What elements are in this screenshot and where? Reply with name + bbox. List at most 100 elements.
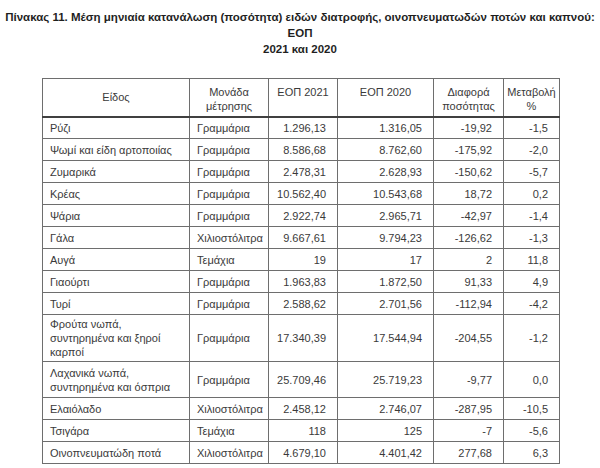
cell-unit: Τεμάχια bbox=[190, 420, 269, 442]
table-row: Γιαούρτι Γραμμάρια 1.963,83 1.872,50 91,… bbox=[43, 271, 560, 293]
cell-eop2021: 1.296,13 bbox=[269, 117, 338, 139]
cell-unit: Γραμμάρια bbox=[190, 315, 269, 362]
document-title-line1: Πίνακας 11. Μέση μηνιαία κατανάλωση (ποσ… bbox=[0, 9, 600, 41]
cell-change: -5,6 bbox=[504, 420, 560, 442]
cell-unit: Γραμμάρια bbox=[190, 183, 269, 205]
cell-eop2021: 10.562,40 bbox=[269, 183, 338, 205]
cell-unit: Γραμμάρια bbox=[190, 161, 269, 183]
cell-unit: Γραμμάρια bbox=[190, 293, 269, 315]
cell-item-name: Ελαιόλαδο bbox=[43, 398, 190, 420]
cell-change: -1,3 bbox=[504, 227, 560, 249]
cell-item-name: Ψάρια bbox=[43, 205, 190, 227]
cell-eop2020: 8.762,60 bbox=[338, 139, 434, 161]
table-row: Ζυμαρικά Γραμμάρια 2.478,31 2.628,93 -15… bbox=[43, 161, 560, 183]
cell-eop2020: 2.965,71 bbox=[338, 205, 434, 227]
cell-diff: 18,72 bbox=[434, 183, 504, 205]
cell-item-name: Τσιγάρα bbox=[43, 420, 190, 442]
cell-item-name: Ζυμαρικά bbox=[43, 161, 190, 183]
cell-change: 0,0 bbox=[504, 362, 560, 398]
document-title: Πίνακας 11. Μέση μηνιαία κατανάλωση (ποσ… bbox=[0, 0, 600, 57]
cell-eop2021: 2.478,31 bbox=[269, 161, 338, 183]
col-header-eop2021: ΕΟΠ 2021 bbox=[269, 79, 338, 117]
cell-diff: -204,55 bbox=[434, 315, 504, 362]
cell-eop2020: 17 bbox=[338, 249, 434, 271]
cell-change: 11,8 bbox=[504, 249, 560, 271]
col-header-eop2020: ΕΟΠ 2020 bbox=[338, 79, 434, 117]
cell-change: -5,7 bbox=[504, 161, 560, 183]
cell-eop2021: 25.709,46 bbox=[269, 362, 338, 398]
consumption-table: Είδος Μονάδα μέτρησης ΕΟΠ 2021 ΕΟΠ 2020 … bbox=[42, 78, 560, 464]
cell-change: -10,5 bbox=[504, 398, 560, 420]
cell-item-name: Αυγά bbox=[43, 249, 190, 271]
cell-eop2021: 1.963,83 bbox=[269, 271, 338, 293]
cell-unit: Γραμμάρια bbox=[190, 362, 269, 398]
cell-item-name: Γιαούρτι bbox=[43, 271, 190, 293]
cell-unit: Γραμμάρια bbox=[190, 205, 269, 227]
cell-eop2021: 19 bbox=[269, 249, 338, 271]
cell-diff: 91,33 bbox=[434, 271, 504, 293]
table-row: Ελαιόλαδο Χιλιοστόλιτρα 2.458,12 2.746,0… bbox=[43, 398, 560, 420]
cell-item-name: Φρούτα νωπά, συντηρημένα και ξηροί καρπο… bbox=[43, 315, 190, 362]
cell-diff: -150,62 bbox=[434, 161, 504, 183]
cell-change: -4,2 bbox=[504, 293, 560, 315]
cell-unit: Τεμάχια bbox=[190, 249, 269, 271]
cell-change: 6,3 bbox=[504, 442, 560, 464]
cell-eop2020: 1.872,50 bbox=[338, 271, 434, 293]
cell-change: -1,5 bbox=[504, 117, 560, 139]
cell-unit: Χιλιοστόλιτρα bbox=[190, 227, 269, 249]
table-row: Φρούτα νωπά, συντηρημένα και ξηροί καρπο… bbox=[43, 315, 560, 362]
cell-unit: Γραμμάρια bbox=[190, 117, 269, 139]
table-body: Ρύζι Γραμμάρια 1.296,13 1.316,05 -19,92 … bbox=[43, 117, 560, 464]
cell-unit: Γραμμάρια bbox=[190, 139, 269, 161]
table-header: Είδος Μονάδα μέτρησης ΕΟΠ 2021 ΕΟΠ 2020 … bbox=[43, 79, 560, 117]
cell-eop2020: 125 bbox=[338, 420, 434, 442]
table-row: Οινοπνευματώδη ποτά Χιλιοστόλιτρα 4.679,… bbox=[43, 442, 560, 464]
cell-change: 4,9 bbox=[504, 271, 560, 293]
cell-eop2021: 9.667,61 bbox=[269, 227, 338, 249]
cell-diff: -9,77 bbox=[434, 362, 504, 398]
cell-eop2020: 10.543,68 bbox=[338, 183, 434, 205]
table-header-row: Είδος Μονάδα μέτρησης ΕΟΠ 2021 ΕΟΠ 2020 … bbox=[43, 79, 560, 117]
cell-item-name: Κρέας bbox=[43, 183, 190, 205]
cell-eop2021: 17.340,39 bbox=[269, 315, 338, 362]
table-row: Ρύζι Γραμμάρια 1.296,13 1.316,05 -19,92 … bbox=[43, 117, 560, 139]
col-header-change: Μεταβολή % bbox=[504, 79, 560, 117]
cell-unit: Γραμμάρια bbox=[190, 271, 269, 293]
cell-diff: -7 bbox=[434, 420, 504, 442]
cell-eop2021: 2.922,74 bbox=[269, 205, 338, 227]
cell-item-name: Λαχανικά νωπά, συντηρημένα και όσπρια bbox=[43, 362, 190, 398]
cell-eop2020: 2.701,56 bbox=[338, 293, 434, 315]
cell-eop2020: 4.401,42 bbox=[338, 442, 434, 464]
cell-unit: Χιλιοστόλιτρα bbox=[190, 442, 269, 464]
col-header-diff: Διαφορά ποσότητας bbox=[434, 79, 504, 117]
table-row: Γάλα Χιλιοστόλιτρα 9.667,61 9.794,23 -12… bbox=[43, 227, 560, 249]
col-header-unit: Μονάδα μέτρησης bbox=[190, 79, 269, 117]
cell-item-name: Τυρί bbox=[43, 293, 190, 315]
cell-eop2020: 17.544,94 bbox=[338, 315, 434, 362]
cell-change: -1,4 bbox=[504, 205, 560, 227]
cell-diff: 2 bbox=[434, 249, 504, 271]
cell-eop2021: 118 bbox=[269, 420, 338, 442]
table-row: Αυγά Τεμάχια 19 17 2 11,8 bbox=[43, 249, 560, 271]
cell-diff: -112,94 bbox=[434, 293, 504, 315]
cell-eop2021: 2.458,12 bbox=[269, 398, 338, 420]
cell-item-name: Οινοπνευματώδη ποτά bbox=[43, 442, 190, 464]
table-row: Ψάρια Γραμμάρια 2.922,74 2.965,71 -42,97… bbox=[43, 205, 560, 227]
document-title-line2: 2021 και 2020 bbox=[0, 41, 600, 57]
cell-diff: -126,62 bbox=[434, 227, 504, 249]
cell-diff: -19,92 bbox=[434, 117, 504, 139]
col-header-item: Είδος bbox=[43, 79, 190, 117]
cell-change: 0,2 bbox=[504, 183, 560, 205]
cell-eop2020: 2.746,07 bbox=[338, 398, 434, 420]
cell-diff: -42,97 bbox=[434, 205, 504, 227]
cell-diff: 277,68 bbox=[434, 442, 504, 464]
cell-item-name: Ψωμί και είδη αρτοποιίας bbox=[43, 139, 190, 161]
cell-eop2021: 2.588,62 bbox=[269, 293, 338, 315]
cell-change: -1,2 bbox=[504, 315, 560, 362]
cell-item-name: Γάλα bbox=[43, 227, 190, 249]
table-row: Τσιγάρα Τεμάχια 118 125 -7 -5,6 bbox=[43, 420, 560, 442]
cell-unit: Χιλιοστόλιτρα bbox=[190, 398, 269, 420]
cell-eop2021: 4.679,10 bbox=[269, 442, 338, 464]
cell-diff: -287,95 bbox=[434, 398, 504, 420]
table-row: Τυρί Γραμμάρια 2.588,62 2.701,56 -112,94… bbox=[43, 293, 560, 315]
